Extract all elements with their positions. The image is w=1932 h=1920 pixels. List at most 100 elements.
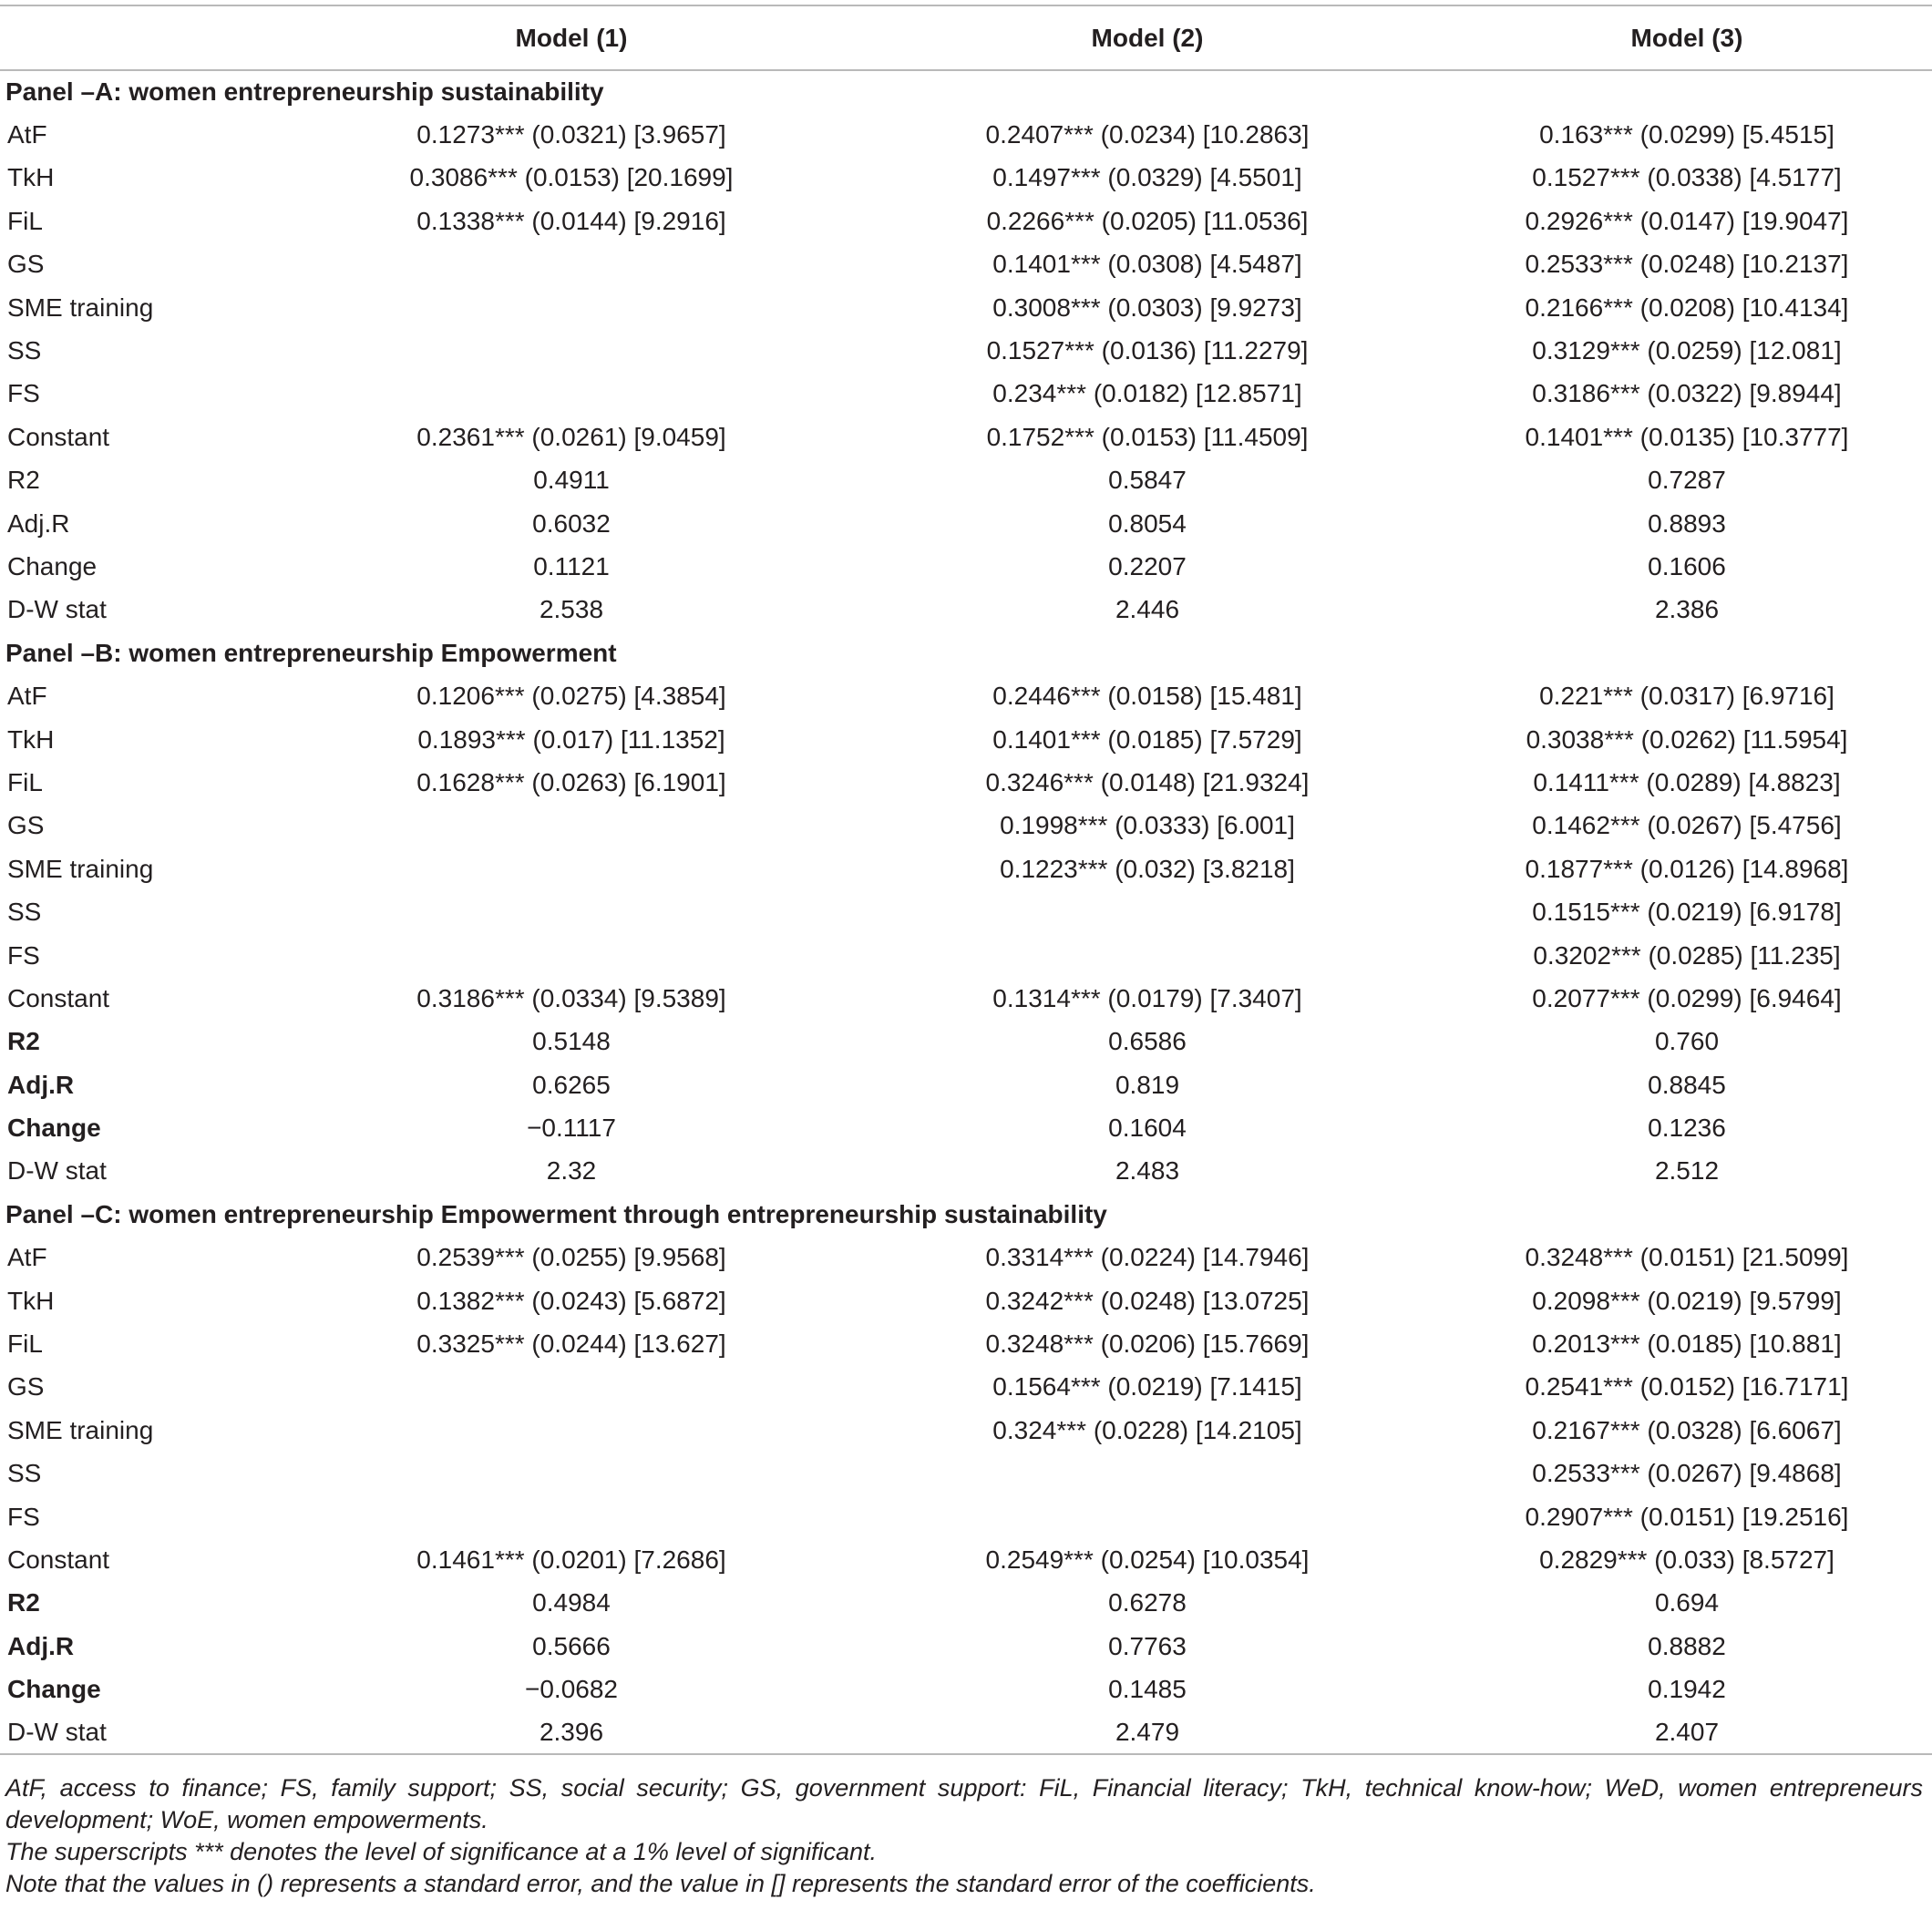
cell-model-2: 0.2266*** (0.0205) [11.0536] xyxy=(986,206,1309,235)
table-row: TkH 0.1893*** (0.017) [11.1352] 0.1401*** … xyxy=(0,718,1932,761)
cell-model-2: 2.479 xyxy=(853,1710,1442,1756)
cell-model-1: 0.1273*** (0.0321) [3.9657] xyxy=(416,120,726,149)
row-label: Adj.R xyxy=(7,1070,75,1099)
cell-model-1 xyxy=(290,373,853,416)
row-label: GS xyxy=(7,1372,45,1401)
cell-model-2 xyxy=(853,1495,1442,1538)
cell-model-3: 0.3248*** (0.0151) [21.5099] xyxy=(1525,1243,1849,1272)
table-row: GS 0.1998*** (0.0333) [6.001] 0.1462*** (0… xyxy=(0,805,1932,847)
table-row: R2 0.4911 0.5847 0.7287 xyxy=(0,459,1932,502)
cell-model-3: 0.2926*** (0.0147) [19.9047] xyxy=(1525,206,1849,235)
row-label: TkH xyxy=(7,163,55,192)
cell-model-3: 0.8845 xyxy=(1648,1070,1726,1099)
cell-model-3: 0.2533*** (0.0248) [10.2137] xyxy=(1525,250,1849,279)
cell-model-1 xyxy=(290,1495,853,1538)
table-row: Adj.R 0.5666 0.7763 0.8882 xyxy=(0,1625,1932,1668)
table-row: SME training 0.324*** (0.0228) [14.2105] 0… xyxy=(0,1409,1932,1452)
table-row: AtF 0.1273*** (0.0321) [3.9657] 0.2407*** … xyxy=(0,113,1932,156)
cell-model-2 xyxy=(853,890,1442,933)
table-row: D-W stat 2.32 2.483 2.512 xyxy=(0,1150,1932,1193)
cell-model-1: −0.1117 xyxy=(527,1114,616,1143)
cell-model-1 xyxy=(290,1366,853,1409)
cell-model-2: 2.483 xyxy=(1115,1156,1180,1186)
footnote-abbreviations: AtF, access to finance; FS, family suppo… xyxy=(5,1774,1923,1833)
cell-model-3: 0.2167*** (0.0328) [6.6067] xyxy=(1532,1415,1842,1444)
cell-model-2: 0.1998*** (0.0333) [6.001] xyxy=(1000,811,1295,840)
cell-model-3: 0.3038*** (0.0262) [11.5954] xyxy=(1526,724,1848,754)
row-label: Adj.R xyxy=(7,1631,75,1660)
cell-model-1 xyxy=(290,286,853,329)
row-label: Constant xyxy=(7,422,110,451)
panel-title: Panel –B: women entrepreneurship Empower… xyxy=(5,638,617,667)
panel-header-row: Panel –A: women entrepreneurship sustain… xyxy=(0,70,1932,113)
cell-model-3: 0.1515*** (0.0219) [6.9178] xyxy=(1532,898,1842,927)
cell-model-3: 0.1236 xyxy=(1648,1114,1726,1143)
table-row: FiL 0.1338*** (0.0144) [9.2916] 0.2266*** … xyxy=(0,200,1932,242)
cell-model-3: 0.1527*** (0.0338) [4.5177] xyxy=(1532,163,1842,192)
cell-model-1 xyxy=(290,890,853,933)
cell-model-1 xyxy=(290,934,853,977)
cell-model-3: 0.163*** (0.0299) [5.4515] xyxy=(1539,120,1834,149)
cell-model-2: 2.446 xyxy=(1115,595,1180,624)
table-row: Change −0.0682 0.1485 0.1942 xyxy=(0,1668,1932,1710)
cell-model-2: 0.3008*** (0.0303) [9.9273] xyxy=(992,293,1302,322)
cell-model-3: 0.1462*** (0.0267) [5.4756] xyxy=(1532,811,1842,840)
cell-model-1 xyxy=(290,1453,853,1495)
cell-model-3: 0.7287 xyxy=(1648,466,1726,495)
cell-model-3: 0.1606 xyxy=(1648,551,1726,580)
table-row: FiL 0.3325*** (0.0244) [13.627] 0.3248*** … xyxy=(0,1322,1932,1365)
row-label: GS xyxy=(7,250,45,279)
row-label: Constant xyxy=(7,983,110,1012)
cell-model-2: 0.819 xyxy=(1115,1070,1180,1099)
row-label: SME training xyxy=(7,854,154,883)
row-label: SME training xyxy=(7,293,154,322)
row-label: TkH xyxy=(7,724,55,754)
cell-model-3: 0.1942 xyxy=(1648,1675,1726,1704)
table-row: D-W stat 2.396 2.479 2.407 xyxy=(0,1710,1932,1756)
cell-model-1 xyxy=(290,329,853,372)
cell-model-2: 0.1752*** (0.0153) [11.4509] xyxy=(986,422,1309,451)
cell-model-1: 0.1121 xyxy=(533,551,610,580)
cell-model-1: 0.3186*** (0.0334) [9.5389] xyxy=(416,983,726,1012)
row-label: FiL xyxy=(7,767,43,796)
cell-model-2: 0.1497*** (0.0329) [4.5501] xyxy=(992,163,1302,192)
cell-model-2: 0.3242*** (0.0248) [13.0725] xyxy=(985,1286,1310,1315)
cell-model-1: 0.1628*** (0.0263) [6.1901] xyxy=(416,767,726,796)
row-label: Change xyxy=(7,1675,101,1704)
cell-model-2: 0.1401*** (0.0308) [4.5487] xyxy=(992,250,1302,279)
table-row: Adj.R 0.6265 0.819 0.8845 xyxy=(0,1063,1932,1106)
header-model-1: Model (1) xyxy=(290,5,853,71)
table-row: FS 0.2907*** (0.0151) [19.2516] xyxy=(0,1495,1932,1538)
row-label: AtF xyxy=(7,682,47,711)
cell-model-2: 0.2407*** (0.0234) [10.2863] xyxy=(985,120,1310,149)
cell-model-2: 0.1223*** (0.032) [3.8218] xyxy=(1000,854,1295,883)
cell-model-1: 0.6032 xyxy=(532,508,611,538)
cell-model-3: 0.2829*** (0.033) [8.5727] xyxy=(1539,1545,1834,1574)
table-row: SS 0.1527*** (0.0136) [11.2279] 0.3129*** … xyxy=(0,329,1932,372)
cell-model-2: 0.1401*** (0.0185) [7.5729] xyxy=(992,724,1302,754)
footnote-standard-error: Note that the values in () represents a … xyxy=(5,1870,1316,1897)
cell-model-1: 0.1206*** (0.0275) [4.3854] xyxy=(416,682,726,711)
cell-model-1 xyxy=(290,805,853,847)
cell-model-2: 0.1485 xyxy=(1108,1675,1187,1704)
cell-model-1: 2.538 xyxy=(539,595,604,624)
row-label: SME training xyxy=(7,1415,154,1444)
row-label: R2 xyxy=(7,466,40,495)
cell-model-3: 0.1411*** (0.0289) [4.8823] xyxy=(1533,767,1841,796)
regression-table: Model (1) Model (2) Model (3) Panel –A: … xyxy=(0,5,1932,1756)
table-row: Constant 0.3186*** (0.0334) [9.5389] 0.131… xyxy=(0,977,1932,1020)
cell-model-3: 0.760 xyxy=(1654,1027,1720,1056)
cell-model-1: 0.5148 xyxy=(532,1027,611,1056)
cell-model-1: 0.1461*** (0.0201) [7.2686] xyxy=(416,1545,726,1574)
cell-model-3: 0.2166*** (0.0208) [10.4134] xyxy=(1525,293,1849,322)
table-row: R2 0.5148 0.6586 0.760 xyxy=(0,1021,1932,1063)
row-label: FiL xyxy=(7,1330,43,1359)
cell-model-1: 0.3325*** (0.0244) [13.627] xyxy=(416,1330,726,1359)
cell-model-2: 0.1527*** (0.0136) [11.2279] xyxy=(986,336,1309,365)
cell-model-2: 0.234*** (0.0182) [12.8571] xyxy=(992,379,1302,408)
cell-model-3: 0.1877*** (0.0126) [14.8968] xyxy=(1525,854,1849,883)
row-label: Change xyxy=(7,551,98,580)
cell-model-2: 0.2549*** (0.0254) [10.0354] xyxy=(985,1545,1310,1574)
cell-model-2: 0.6586 xyxy=(1108,1027,1187,1056)
